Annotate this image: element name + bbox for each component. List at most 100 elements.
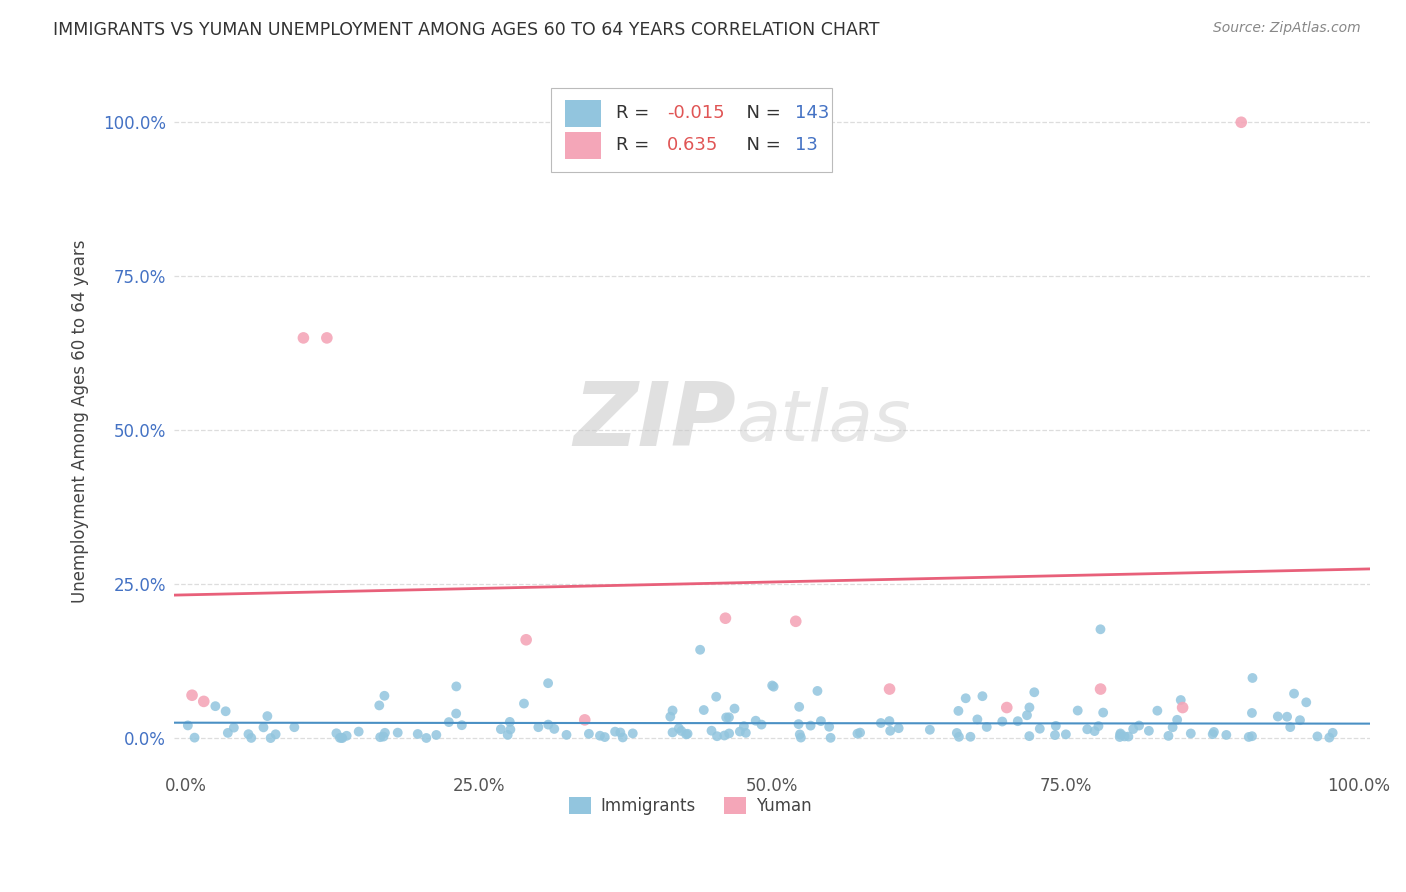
- Point: [444, 706, 467, 721]
- Point: [751, 717, 773, 731]
- Point: [292, 331, 315, 345]
- Point: [329, 731, 352, 745]
- Point: [1202, 725, 1225, 739]
- Point: [723, 701, 745, 715]
- Point: [879, 723, 901, 738]
- Point: [347, 724, 370, 739]
- Point: [1170, 693, 1192, 707]
- Point: [787, 717, 810, 731]
- Point: [1215, 728, 1237, 742]
- Text: 13: 13: [794, 136, 818, 154]
- Point: [1146, 704, 1168, 718]
- Point: [693, 703, 716, 717]
- Point: [499, 723, 522, 737]
- Point: [1029, 722, 1052, 736]
- Point: [879, 681, 901, 696]
- Point: [609, 725, 631, 739]
- Point: [373, 689, 395, 703]
- Point: [1024, 685, 1046, 699]
- Point: [661, 704, 683, 718]
- Point: [1122, 722, 1144, 736]
- Point: [671, 723, 693, 738]
- Point: [1279, 720, 1302, 734]
- Point: [336, 729, 359, 743]
- Point: [1109, 728, 1132, 742]
- Point: [515, 632, 537, 647]
- Point: [222, 721, 245, 735]
- Point: [1067, 704, 1090, 718]
- Point: [1087, 719, 1109, 733]
- Point: [955, 691, 977, 706]
- Point: [330, 731, 353, 745]
- Point: [181, 688, 204, 702]
- Point: [574, 713, 596, 727]
- Point: [240, 731, 263, 745]
- Text: IMMIGRANTS VS YUMAN UNEMPLOYMENT AMONG AGES 60 TO 64 YEARS CORRELATION CHART: IMMIGRANTS VS YUMAN UNEMPLOYMENT AMONG A…: [53, 21, 880, 38]
- Point: [706, 729, 728, 743]
- Point: [700, 723, 723, 738]
- Point: [1114, 730, 1136, 744]
- Point: [689, 642, 711, 657]
- Point: [496, 728, 519, 742]
- Point: [374, 726, 396, 740]
- Point: [1289, 713, 1312, 727]
- Point: [1240, 706, 1263, 720]
- Point: [1018, 729, 1040, 743]
- Point: [543, 722, 565, 736]
- Point: [806, 684, 828, 698]
- Point: [437, 715, 460, 730]
- Point: [330, 731, 353, 745]
- Point: [1076, 723, 1098, 737]
- Point: [1015, 708, 1038, 723]
- Text: Immigrants: Immigrants: [600, 797, 696, 815]
- Point: [714, 710, 737, 724]
- Point: [1108, 730, 1130, 744]
- Point: [537, 717, 560, 731]
- Point: [1202, 727, 1225, 741]
- Point: [879, 714, 901, 728]
- Point: [800, 718, 823, 732]
- Point: [995, 700, 1018, 714]
- Point: [283, 720, 305, 734]
- Point: [714, 611, 737, 625]
- Text: Source: ZipAtlas.com: Source: ZipAtlas.com: [1213, 21, 1361, 35]
- Point: [918, 723, 941, 737]
- Point: [325, 726, 347, 740]
- Point: [991, 714, 1014, 729]
- Point: [661, 725, 683, 739]
- Point: [790, 731, 813, 745]
- Point: [1322, 726, 1344, 740]
- Point: [1090, 681, 1112, 696]
- Point: [1237, 730, 1260, 744]
- Point: [204, 699, 226, 714]
- Point: [368, 730, 391, 744]
- Bar: [569, 797, 591, 814]
- Point: [259, 731, 281, 745]
- Point: [1045, 719, 1067, 733]
- Point: [373, 730, 395, 744]
- Point: [1230, 115, 1253, 129]
- Point: [1128, 718, 1150, 732]
- Point: [406, 727, 429, 741]
- Point: [612, 731, 634, 745]
- Point: [787, 699, 810, 714]
- Point: [1084, 724, 1107, 739]
- Point: [1018, 700, 1040, 714]
- Text: 143: 143: [794, 104, 830, 122]
- Bar: [724, 797, 747, 814]
- Text: ZIP: ZIP: [574, 377, 737, 465]
- Point: [734, 726, 756, 740]
- Point: [1054, 727, 1077, 741]
- Bar: [565, 100, 602, 127]
- Point: [959, 730, 981, 744]
- Point: [1317, 731, 1340, 745]
- Text: atlas: atlas: [737, 386, 911, 456]
- Point: [527, 720, 550, 734]
- Point: [820, 731, 842, 745]
- Point: [675, 727, 697, 741]
- Point: [1118, 730, 1140, 744]
- Point: [1295, 695, 1317, 709]
- FancyBboxPatch shape: [551, 88, 832, 172]
- Point: [718, 726, 741, 740]
- Point: [966, 712, 988, 726]
